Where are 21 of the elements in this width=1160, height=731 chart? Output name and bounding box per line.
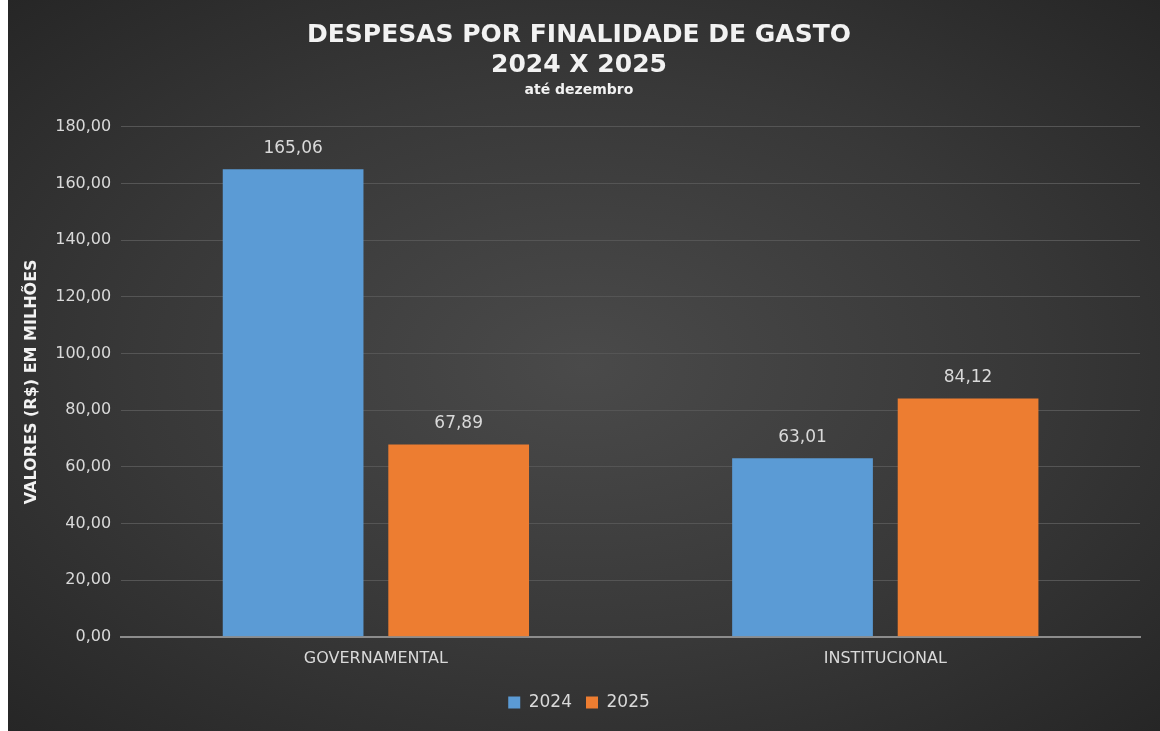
y-tick-label: 100,00 (55, 342, 112, 362)
y-tick-label: 140,00 (55, 229, 112, 249)
y-tick-label: 20,00 (65, 569, 112, 589)
data-label: 67,89 (434, 412, 483, 433)
y-axis-title: VALORES (R$) EM MILHÕES (20, 259, 40, 505)
data-label: 63,01 (778, 426, 827, 447)
y-tick-label: 80,00 (65, 399, 112, 419)
y-tick-label: 0,00 (75, 625, 112, 645)
legend-label: 2024 (528, 690, 572, 711)
chart-subtitle: até dezembro (524, 81, 634, 98)
y-tick-label: 180,00 (55, 115, 112, 135)
legend-label: 2025 (606, 690, 650, 711)
data-label: 165,06 (263, 137, 323, 158)
y-tick-label: 40,00 (65, 512, 112, 532)
x-tick-label: GOVERNAMENTAL (303, 647, 449, 667)
chart-title: DESPESAS POR FINALIDADE DE GASTO 2024 X 2025 (306, 18, 852, 78)
data-label: 84,12 (943, 366, 993, 387)
y-tick-label: 120,00 (55, 285, 112, 305)
y-tick-label: 60,00 (65, 455, 112, 475)
y-tick-label: 160,00 (55, 172, 112, 192)
x-tick-label: INSTITUCIONAL (823, 647, 947, 667)
